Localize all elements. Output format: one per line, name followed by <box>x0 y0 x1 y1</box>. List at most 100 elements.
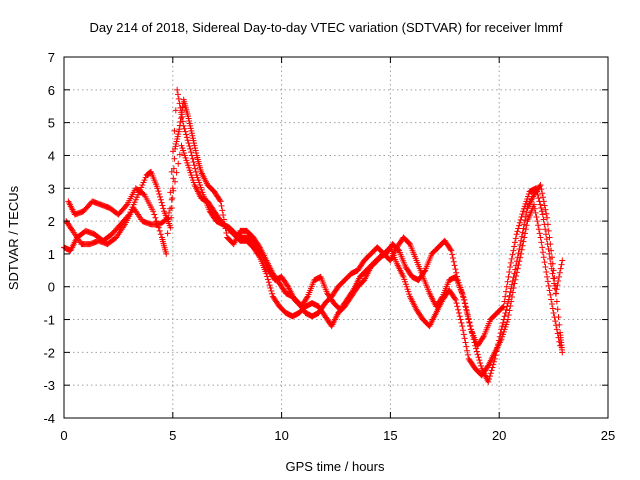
data-point <box>421 268 428 275</box>
data-point <box>170 175 177 182</box>
data-point <box>507 259 514 266</box>
data-point <box>546 287 553 294</box>
y-tick-label: 1 <box>48 247 55 262</box>
data-point <box>452 266 459 273</box>
data-point <box>220 211 227 218</box>
data-point <box>188 152 195 159</box>
data-point <box>455 309 462 316</box>
data-point <box>541 259 548 266</box>
data-point <box>508 255 515 262</box>
data-point <box>499 304 506 311</box>
data-point <box>490 361 497 368</box>
data-point <box>553 298 560 305</box>
x-tick-label: 20 <box>492 428 506 443</box>
series-track-c <box>65 86 566 349</box>
data-point <box>159 202 166 209</box>
y-tick-label: 7 <box>48 50 55 65</box>
data-point <box>183 131 190 138</box>
data-point <box>533 185 540 192</box>
data-point <box>464 351 471 358</box>
data-point <box>174 91 181 98</box>
data-point <box>534 218 541 225</box>
data-point <box>510 247 517 254</box>
data-point <box>544 214 551 221</box>
data-point <box>515 225 522 232</box>
data-point <box>455 306 462 313</box>
x-tick-label: 10 <box>274 428 288 443</box>
data-point <box>156 227 163 234</box>
data-point <box>164 230 171 237</box>
data-point <box>523 222 530 229</box>
data-point <box>518 213 525 220</box>
data-point <box>167 189 174 196</box>
data-point <box>268 287 275 294</box>
data-point <box>517 250 524 257</box>
data-point <box>447 246 454 253</box>
data-point <box>512 235 519 242</box>
data-point <box>458 319 465 326</box>
data-point <box>550 309 557 316</box>
data-point <box>532 209 539 216</box>
data-point <box>487 370 494 377</box>
data-point <box>150 208 157 215</box>
data-point <box>123 202 130 209</box>
data-point <box>514 228 521 235</box>
data-point <box>508 293 515 300</box>
data-point <box>542 264 549 271</box>
data-point <box>500 303 507 310</box>
data-point <box>489 364 496 371</box>
data-point <box>547 255 554 262</box>
data-point <box>467 322 474 329</box>
data-point <box>476 357 483 364</box>
data-point <box>488 367 495 374</box>
data-point <box>535 226 542 233</box>
data-point <box>177 104 184 111</box>
data-point <box>536 230 543 237</box>
data-point <box>517 216 524 223</box>
data-point <box>157 231 164 238</box>
data-point <box>171 178 178 185</box>
data-point <box>154 221 161 228</box>
data-point <box>461 335 468 342</box>
data-point <box>462 339 469 346</box>
data-point <box>523 209 530 216</box>
data-point <box>449 251 456 258</box>
data-point <box>464 347 471 354</box>
data-point <box>541 221 548 228</box>
data-point <box>512 276 519 283</box>
data-point <box>451 295 458 302</box>
data-point <box>554 306 561 313</box>
data-point <box>505 273 512 280</box>
data-point <box>168 196 175 203</box>
data-point <box>267 284 274 291</box>
data-point <box>184 137 191 144</box>
y-tick-label: 6 <box>48 83 55 98</box>
data-point <box>454 273 461 280</box>
data-point <box>477 362 484 369</box>
data-point <box>185 140 192 147</box>
data-point <box>537 181 544 188</box>
data-point <box>503 288 509 295</box>
data-marks <box>61 86 566 385</box>
data-point <box>553 322 560 329</box>
data-point <box>480 334 487 341</box>
data-point <box>303 294 310 301</box>
data-point <box>164 215 171 222</box>
y-tick-label: -4 <box>43 411 55 426</box>
data-point <box>554 330 561 337</box>
data-point <box>557 342 564 349</box>
data-point <box>461 296 468 303</box>
data-point <box>453 269 460 276</box>
data-point <box>556 338 563 345</box>
x-axis-label: GPS time / hours <box>286 459 385 474</box>
data-point <box>177 115 184 122</box>
data-point <box>516 219 523 226</box>
y-tick-label: -3 <box>43 378 55 393</box>
data-point <box>548 296 555 303</box>
x-tick-label: 15 <box>383 428 397 443</box>
data-point <box>544 278 551 285</box>
data-point <box>542 206 549 213</box>
x-tick-label: 5 <box>169 428 176 443</box>
data-point <box>522 226 529 233</box>
series-track-a <box>61 96 566 385</box>
